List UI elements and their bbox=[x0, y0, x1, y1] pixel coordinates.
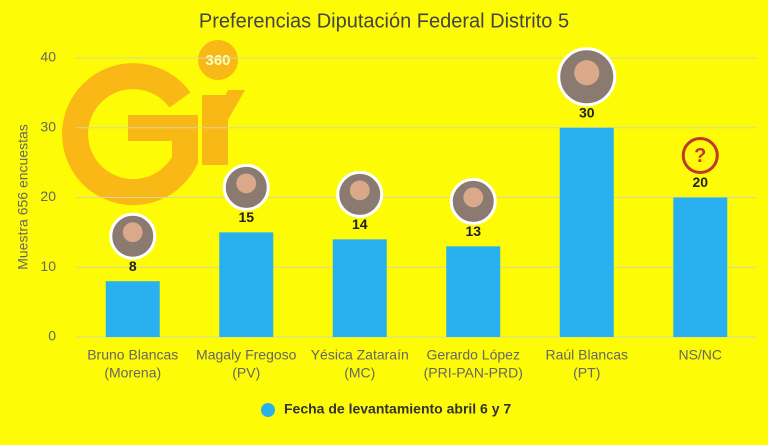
unknown-icon bbox=[681, 137, 719, 174]
logo-text: 360 bbox=[205, 52, 230, 69]
candidate-face bbox=[463, 187, 484, 208]
y-tick-label: 30 bbox=[40, 118, 56, 134]
bar bbox=[446, 246, 501, 337]
x-tick-label: (Morena) bbox=[104, 365, 161, 381]
y-tick-label: 0 bbox=[48, 328, 56, 344]
x-tick-label: Raúl Blancas bbox=[546, 347, 629, 363]
x-tick-label: Magaly Fregoso bbox=[196, 347, 297, 363]
value-label: 8 bbox=[129, 258, 137, 274]
y-tick-label: 20 bbox=[40, 188, 56, 204]
legend-swatch bbox=[261, 403, 275, 417]
value-label: 13 bbox=[465, 223, 481, 239]
candidate-face bbox=[236, 173, 257, 194]
bar bbox=[332, 239, 387, 337]
x-tick-label: Bruno Blancas bbox=[87, 347, 178, 363]
logo-badge bbox=[198, 40, 238, 80]
value-label: 15 bbox=[238, 209, 254, 225]
unknown-icon-text: ? bbox=[694, 145, 706, 167]
logo: 360 bbox=[62, 40, 245, 206]
legend-label: Fecha de levantamiento abril 6 y 7 bbox=[284, 401, 511, 417]
x-tick-label: (MC) bbox=[344, 365, 375, 381]
x-tick-label: (PT) bbox=[573, 365, 600, 381]
x-tick-label: (PRI-PAN-PRD) bbox=[424, 365, 523, 381]
value-label: 30 bbox=[579, 104, 595, 120]
x-tick-label: Yésica Zataraín bbox=[311, 347, 409, 363]
bar bbox=[105, 281, 160, 337]
value-label: 20 bbox=[692, 174, 708, 190]
x-tick-label: (PV) bbox=[232, 365, 260, 381]
x-tick-label: Gerardo López bbox=[427, 347, 520, 363]
candidate-face bbox=[574, 60, 600, 86]
y-axis-label: Muestra 656 encuestas bbox=[15, 124, 31, 270]
y-tick-label: 40 bbox=[40, 49, 56, 65]
chart-title: Preferencias Diputación Federal Distrito… bbox=[199, 10, 569, 32]
candidate-face bbox=[122, 222, 143, 243]
logo-g bbox=[62, 63, 198, 206]
y-tick-label: 10 bbox=[40, 258, 56, 274]
value-label: 14 bbox=[352, 216, 368, 232]
logo-accent bbox=[205, 90, 245, 160]
bar bbox=[219, 232, 274, 337]
bar bbox=[673, 197, 728, 337]
x-tick-label: NS/NC bbox=[678, 347, 722, 363]
candidate-face bbox=[349, 180, 370, 201]
bar bbox=[559, 127, 614, 337]
